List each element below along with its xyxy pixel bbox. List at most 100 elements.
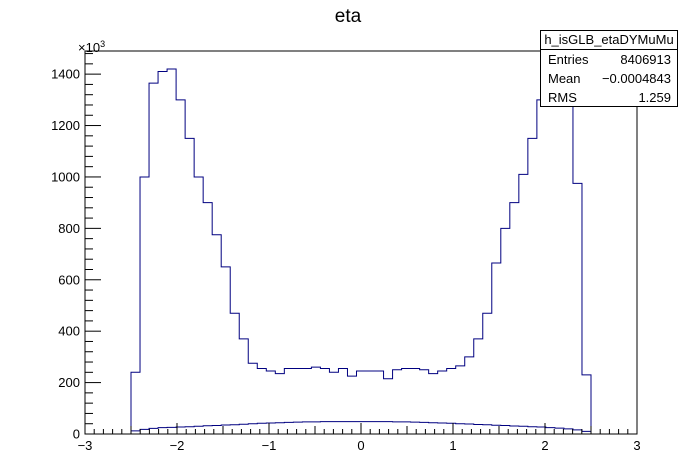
histogram-bin (158, 428, 167, 434)
histogram-bin (140, 429, 149, 434)
histogram-series-0 (130, 68, 592, 434)
histogram-bin (483, 425, 492, 434)
histogram-bin (447, 423, 456, 434)
y-tick-label: 200 (58, 375, 80, 390)
histogram-bin (555, 73, 564, 434)
stats-label: RMS (548, 90, 577, 105)
histogram-bin (302, 422, 311, 434)
histogram-bin (320, 368, 329, 434)
histogram-bin (420, 370, 429, 434)
stats-value: 8406913 (620, 52, 671, 67)
x-tick-label: −1 (262, 438, 277, 453)
stats-label: Mean (548, 71, 581, 86)
x-tick-label: 0 (357, 438, 364, 453)
histogram-bin (284, 368, 293, 434)
histogram-bin (266, 423, 275, 434)
histogram-bin (456, 424, 465, 434)
histogram-bin (311, 422, 320, 434)
histogram-bin (420, 422, 429, 434)
histogram-bin (131, 372, 140, 434)
stats-label: Entries (548, 52, 589, 67)
histogram-bin (149, 83, 158, 434)
x-tick-label: 3 (633, 438, 640, 453)
stats-row-mean: Mean −0.0004843 (541, 69, 677, 88)
histogram-bin (203, 203, 212, 434)
histogram-bin (519, 174, 528, 434)
histogram-bin (402, 368, 411, 434)
histogram-bin (564, 73, 573, 434)
histogram-bin (176, 100, 185, 434)
histogram-bin (375, 371, 384, 434)
stats-row-entries: Entries 8406913 (541, 50, 677, 69)
y-tick-label: 400 (58, 324, 80, 339)
histogram-bin (501, 228, 510, 434)
histogram-bin (347, 376, 356, 434)
stats-value: −0.0004843 (601, 71, 671, 86)
histogram-bin (167, 69, 176, 434)
histogram-bin (329, 372, 338, 434)
histogram-bin (185, 138, 194, 434)
histogram-bin (546, 74, 555, 434)
histogram-bin (275, 423, 284, 434)
histogram-bin (492, 263, 501, 434)
y-tick-label: 600 (58, 272, 80, 287)
histogram-bin (167, 427, 176, 434)
y-tick-label: 1400 (51, 67, 80, 82)
histogram-bin (474, 339, 483, 434)
histogram-bin (546, 428, 555, 434)
histogram-bin (284, 422, 293, 434)
stats-row-rms: RMS 1.259 (541, 88, 677, 107)
stats-value: 1.259 (638, 90, 671, 105)
histogram-bin (393, 422, 402, 434)
histogram-bin (221, 267, 230, 434)
histogram-bin (140, 177, 149, 434)
histogram-bin (573, 430, 582, 434)
histogram-bin (384, 422, 393, 434)
x-tick-label: 2 (541, 438, 548, 453)
histogram-bin (411, 422, 420, 434)
histogram-bin (194, 177, 203, 434)
histogram-bin (212, 235, 221, 434)
histogram-bin (393, 370, 402, 434)
histogram-bin (483, 313, 492, 434)
histogram-bin (257, 368, 266, 434)
histogram-bin (275, 374, 284, 434)
histogram-bin (402, 422, 411, 434)
histogram-bin (293, 422, 302, 434)
histogram-bin (248, 424, 257, 434)
y-exponent-power: 3 (100, 39, 105, 49)
y-tick-label: 800 (58, 221, 80, 236)
histogram-series-1 (130, 421, 592, 434)
histogram-bin (555, 428, 564, 434)
histogram-bin (465, 424, 474, 434)
histogram-bin (366, 371, 375, 434)
histogram-bin (384, 379, 393, 434)
histogram-bin (311, 367, 320, 434)
histogram-bin (465, 357, 474, 434)
histogram-bin (266, 371, 275, 434)
histogram-bin (537, 100, 546, 434)
y-tick-label: 1200 (51, 118, 80, 133)
histogram-bin (149, 428, 158, 434)
histogram-bin (320, 422, 329, 434)
histogram-bin (438, 371, 447, 434)
histogram-bin (257, 423, 266, 434)
histogram-bin (528, 138, 537, 434)
histogram-bin (230, 425, 239, 434)
histogram-bin (239, 339, 248, 434)
histogram-bin (293, 368, 302, 434)
histogram-bin (582, 375, 591, 434)
y-tick-label: 1000 (51, 169, 80, 184)
histogram-bin (338, 368, 347, 434)
plot-frame (84, 50, 638, 435)
histogram-bin (447, 368, 456, 434)
histogram-bin (158, 72, 167, 434)
histogram-bin (329, 422, 338, 434)
histogram-bin (510, 203, 519, 434)
histogram-bin (438, 423, 447, 434)
stats-title: h_isGLB_etaDYMuMu (541, 31, 677, 50)
x-tick-label: 1 (449, 438, 456, 453)
histogram-bin (564, 429, 573, 434)
stats-box: h_isGLB_etaDYMuMu Entries 8406913 Mean −… (540, 30, 678, 107)
histogram-bin (474, 424, 483, 434)
